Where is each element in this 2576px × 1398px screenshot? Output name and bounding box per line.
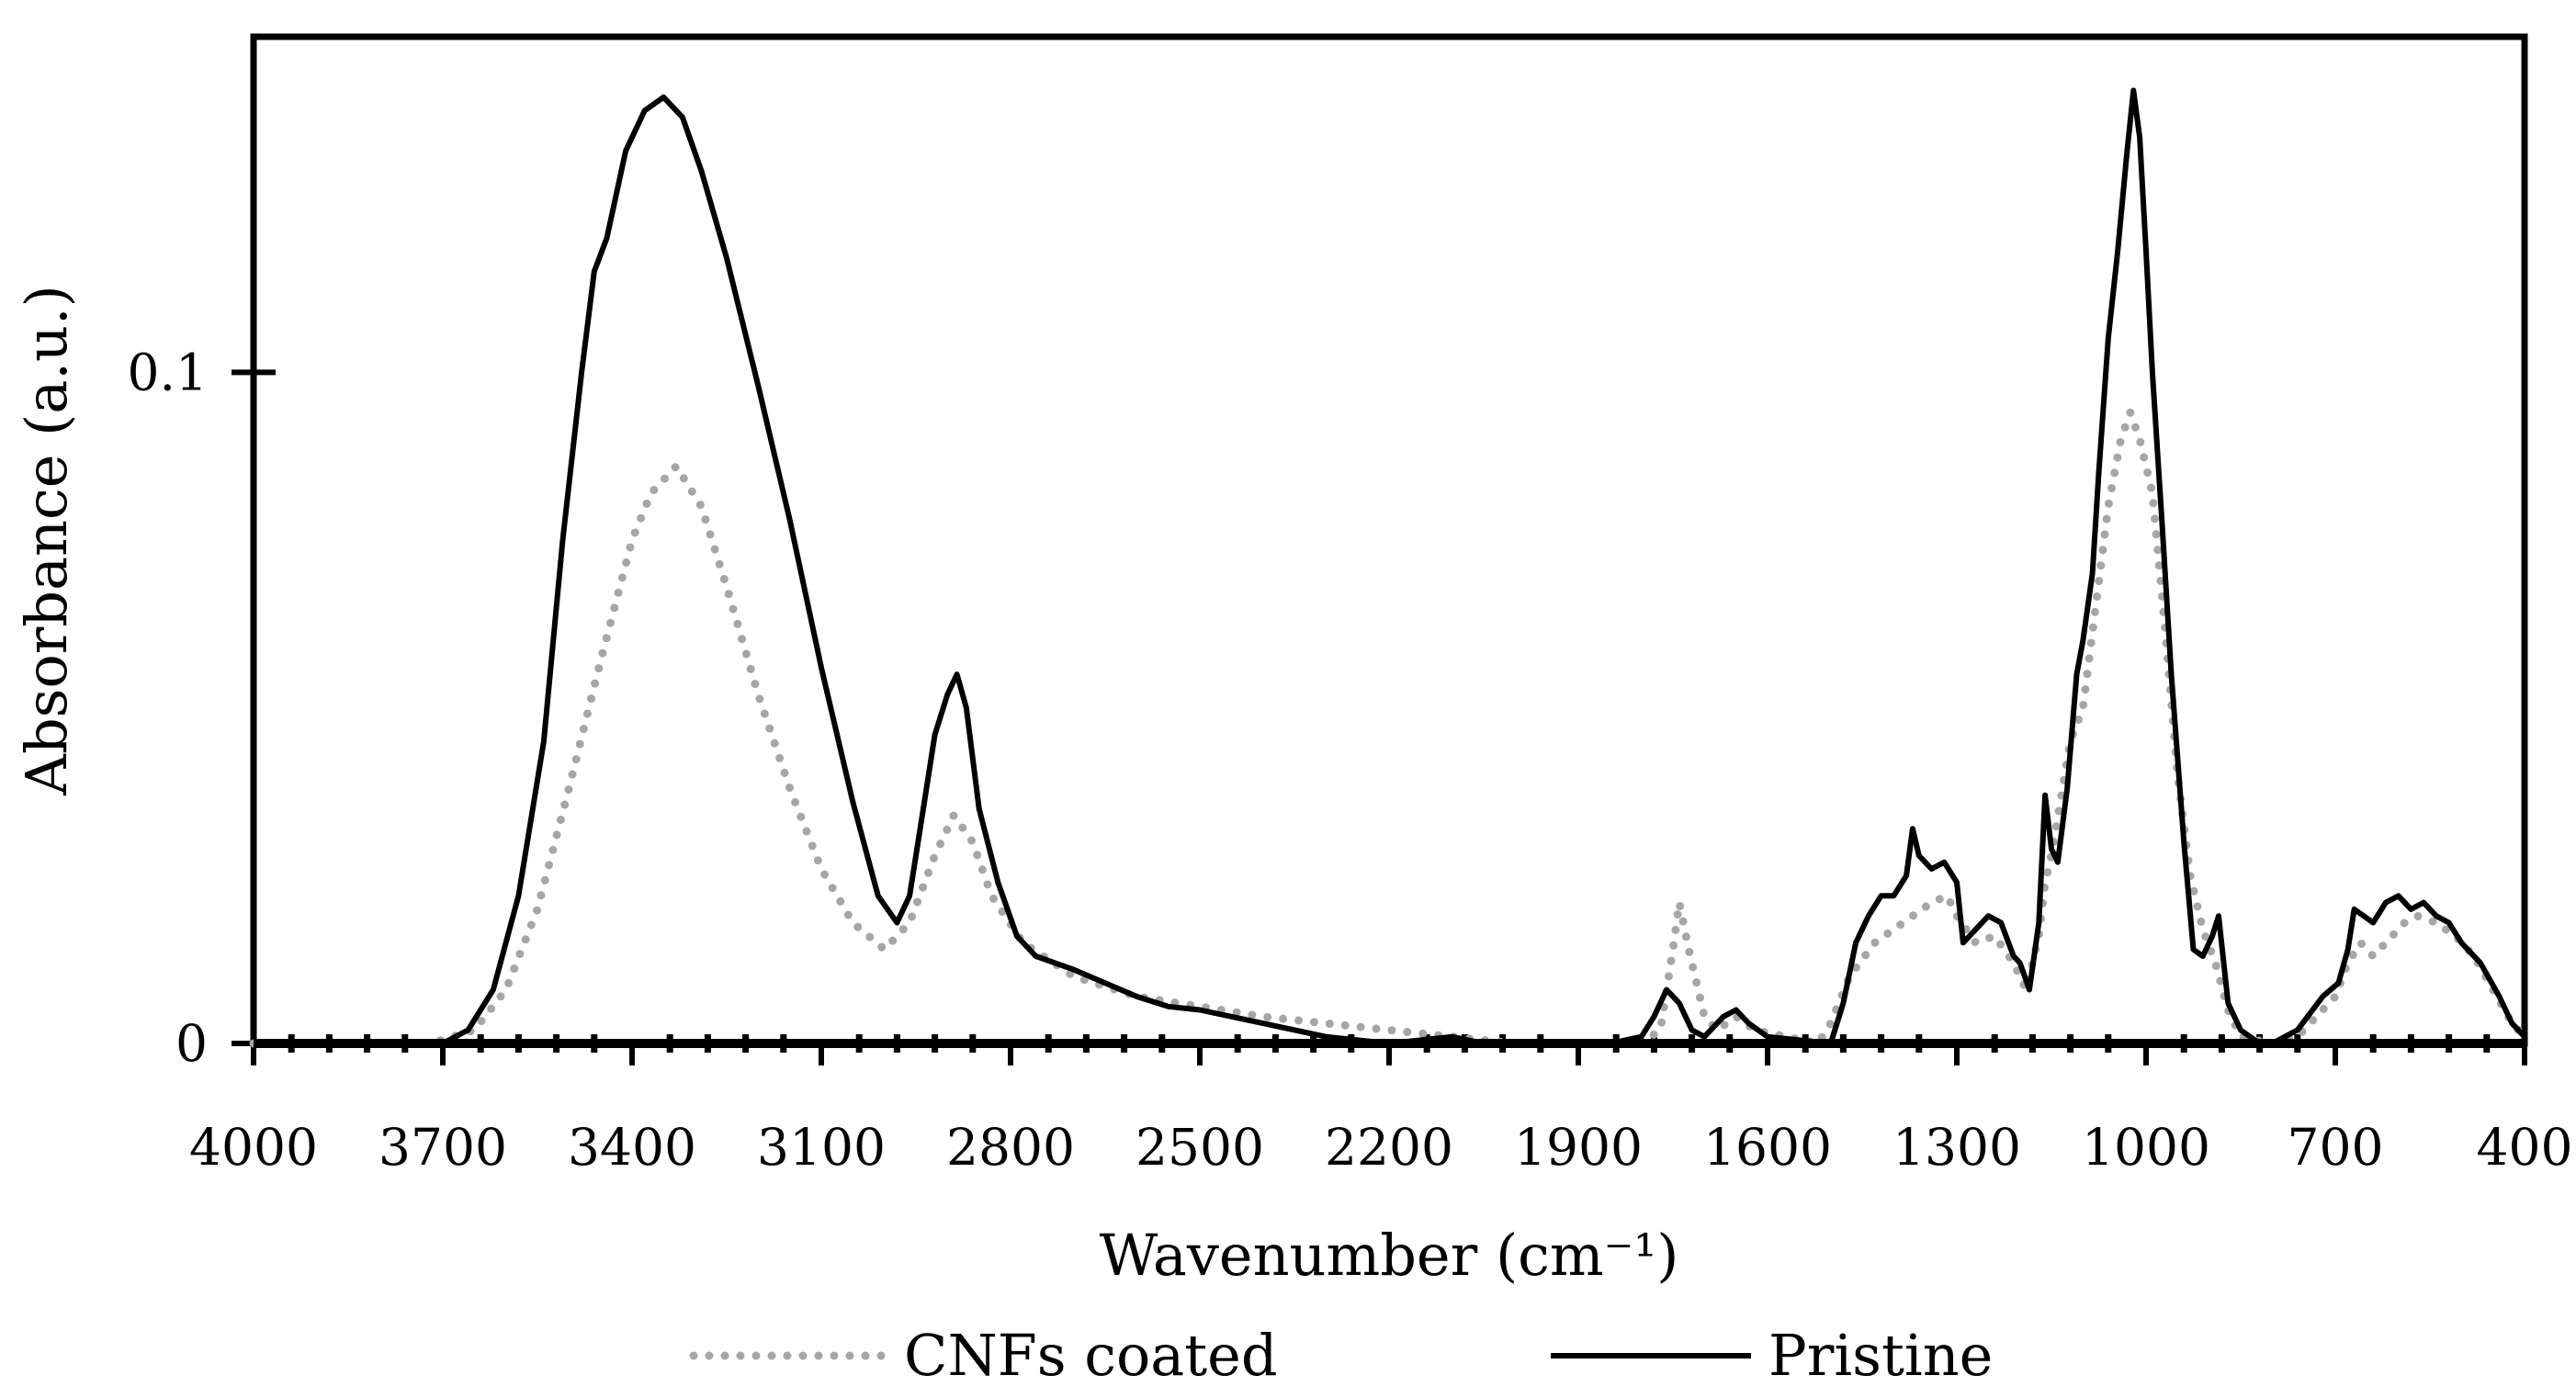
- x-axis-title: Wavenumber (cm⁻¹): [1100, 1222, 1679, 1289]
- legend: CNFs coated Pristine: [689, 1322, 1993, 1389]
- y-tick-labels: 00.1: [128, 343, 208, 1073]
- x-tick-label-400: 400: [2477, 1118, 2573, 1177]
- x-tick-label-3700: 3700: [378, 1118, 507, 1177]
- x-tick-label-1000: 1000: [2082, 1118, 2210, 1177]
- x-tick-labels: 4000 3700 3400 3100 2800 2500 2200 1900 1600 1300…: [189, 1118, 2572, 1177]
- x-tick-label-1600: 1600: [1703, 1118, 1832, 1177]
- x-tick-label-3100: 3100: [757, 1118, 886, 1177]
- x-tick-label-2500: 2500: [1135, 1118, 1264, 1177]
- x-tick-label-700: 700: [2288, 1118, 2384, 1177]
- y-tick-label-0.1: 0.1: [128, 343, 208, 401]
- y-tick-label-0: 0: [175, 1014, 208, 1073]
- legend-label-pristine: Pristine: [1768, 1322, 1993, 1389]
- x-tick-label-2800: 2800: [946, 1118, 1075, 1177]
- x-tick-label-1300: 1300: [1892, 1118, 2021, 1177]
- y-axis-title: Absorbance (a.u.): [13, 285, 80, 796]
- plot-area-frame: [250, 33, 2528, 1047]
- x-tick-label-4000: 4000: [189, 1118, 318, 1177]
- x-tick-label-3400: 3400: [568, 1118, 696, 1177]
- x-tick-label-2200: 2200: [1325, 1118, 1453, 1177]
- x-tick-label-1900: 1900: [1514, 1118, 1643, 1177]
- legend-label-cnfs-coated: CNFs coated: [904, 1322, 1278, 1389]
- series-line-pristine: [254, 87, 2527, 1046]
